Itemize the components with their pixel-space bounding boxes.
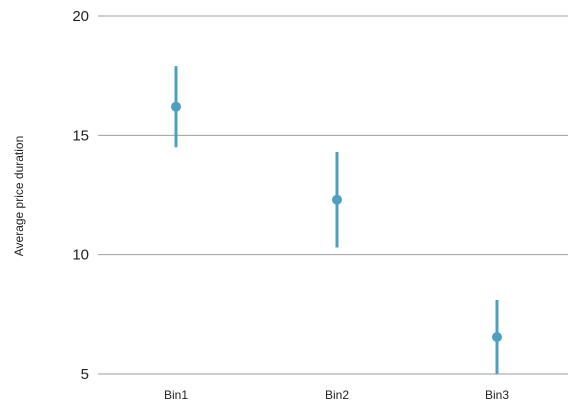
- data-marks: [171, 66, 502, 374]
- y-tick-label-15: 15: [72, 127, 89, 144]
- y-tick-label-20: 20: [72, 8, 89, 25]
- data-point-bin3: [492, 332, 502, 343]
- y-tick-label-10: 10: [72, 247, 89, 264]
- x-tick-label-bin3: Bin3: [485, 388, 509, 402]
- y-tick-label-5: 5: [81, 366, 89, 383]
- y-axis-title: Average price duration: [12, 136, 26, 257]
- x-tick-label-bin2: Bin2: [325, 388, 349, 402]
- y-axis-ticks: 5 10 15 20: [72, 8, 89, 383]
- data-point-bin1: [171, 101, 181, 112]
- x-axis-ticks: Bin1 Bin2 Bin3: [164, 388, 509, 402]
- data-point-bin2: [332, 194, 342, 205]
- x-tick-label-bin1: Bin1: [164, 388, 188, 402]
